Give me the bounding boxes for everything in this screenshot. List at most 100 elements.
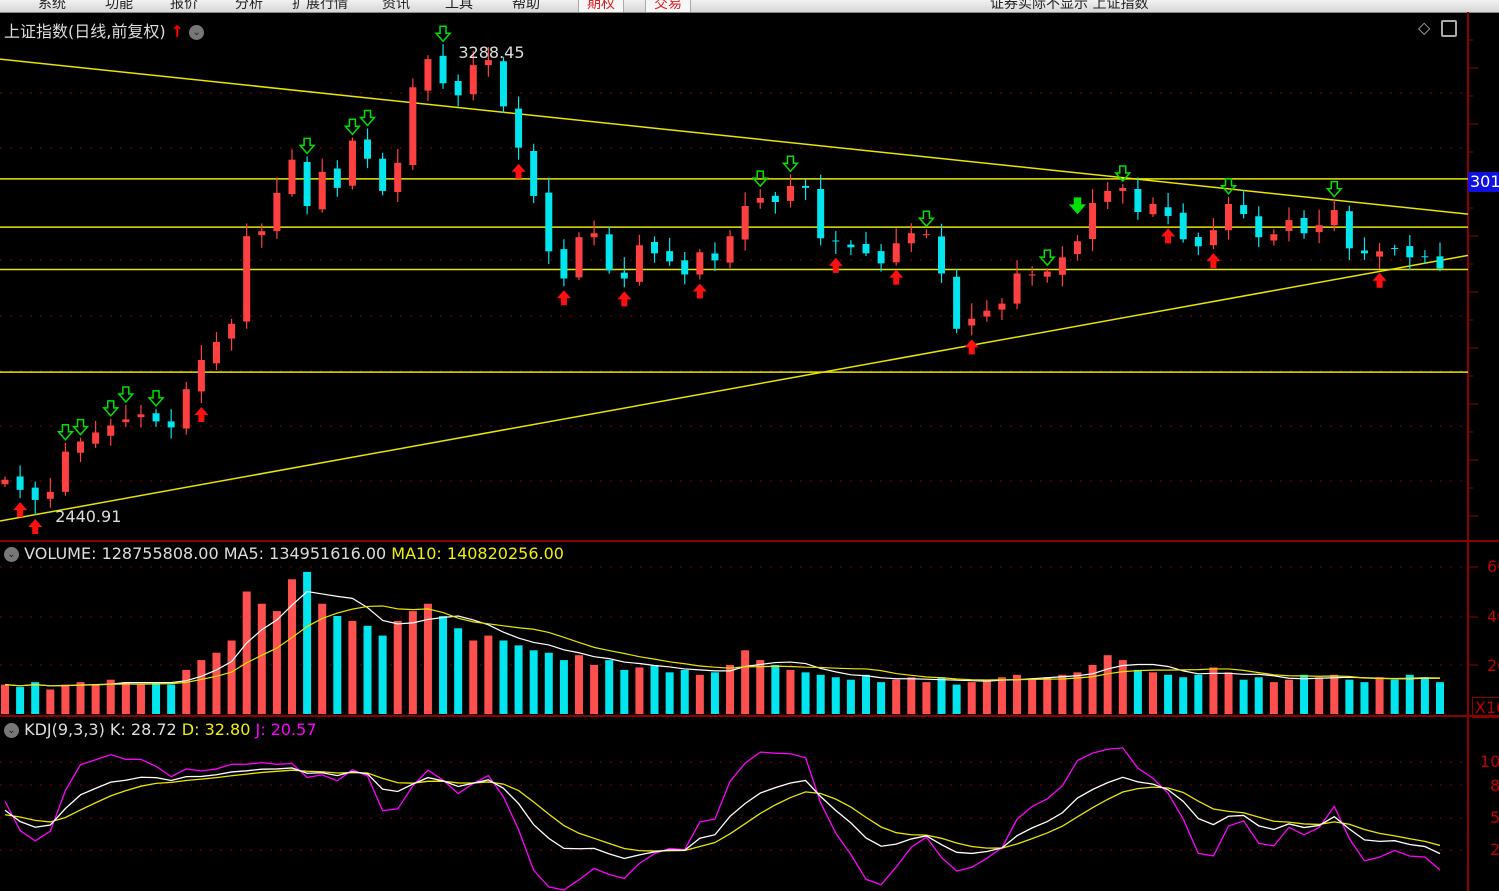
volume-bar (846, 679, 855, 714)
menu-item-options[interactable]: 期权 (578, 0, 624, 12)
candle-down (560, 249, 568, 279)
kdj-axis-tick: 80 (1490, 776, 1499, 795)
volume-ma-lines (4, 590, 1441, 687)
volume-bar (1164, 674, 1173, 714)
volume-bar (378, 635, 387, 714)
buy-arrow-icon (889, 269, 904, 285)
menu-item-extended[interactable]: 扩展行情 (292, 0, 348, 12)
high-price-label: 3288.45 (458, 43, 524, 62)
candle-down (817, 188, 825, 239)
diamond-icon[interactable]: ◇ (1418, 18, 1431, 37)
volume-bar (1073, 672, 1082, 714)
buy-arrow-icon (194, 407, 209, 423)
menu-item-system[interactable]: 系统 (38, 0, 66, 12)
menu-item-news[interactable]: 资讯 (382, 0, 410, 12)
candle-up (1119, 187, 1127, 191)
candle-up (756, 197, 764, 203)
volume-bar (136, 684, 145, 714)
candle-up (1089, 202, 1097, 240)
sell-arrow-icon (781, 155, 800, 173)
volume-ma10-line (4, 605, 1441, 687)
kdj-d-line (4, 769, 1441, 852)
volume-bars (1, 571, 1444, 714)
kdj-lines (4, 747, 1441, 891)
signals (13, 25, 1387, 534)
volume-bar (499, 640, 508, 714)
volume-bar (605, 660, 614, 714)
volume-header: ⌄ VOLUME: 128755808.00 MA5: 134951616.00… (4, 544, 564, 563)
candle-up (107, 425, 115, 436)
candle-up (228, 323, 236, 339)
volume-bar (1, 684, 9, 714)
buy-arrow-icon (964, 339, 979, 355)
candle-up (590, 233, 598, 238)
sell-arrow-icon (1038, 249, 1056, 267)
volume-bar (1330, 674, 1339, 714)
sell-arrow-icon (117, 386, 135, 404)
sell-arrow-icon (56, 424, 75, 441)
chevron-down-icon[interactable]: ⌄ (4, 723, 19, 738)
chevron-down-icon[interactable]: ⌄ (4, 547, 19, 562)
kdj-axis-tick: 100 (1480, 752, 1499, 771)
volume-multiplier: X10⁷ (1472, 697, 1499, 718)
candle-down (1134, 188, 1142, 213)
kdj-j: J: 20.57 (255, 720, 317, 739)
volume-bar (16, 687, 25, 714)
buy-arrow-icon (556, 290, 571, 306)
chevron-down-icon[interactable]: ⌄ (189, 25, 205, 40)
volume-bar (1013, 674, 1022, 714)
volume-bar (650, 665, 659, 714)
volume-bar (1300, 674, 1309, 714)
candle-up (1270, 234, 1278, 241)
volume-bar (1315, 677, 1324, 714)
layout-toggle-icon[interactable] (1441, 20, 1458, 37)
sell-arrow-icon (102, 400, 120, 417)
volume-bar (575, 655, 583, 714)
volume-bar (967, 682, 976, 714)
volume-bar (665, 672, 674, 714)
volume-bar (76, 682, 85, 714)
candle-down (666, 251, 674, 262)
volume-bar (756, 660, 765, 714)
volume-bar (937, 677, 946, 714)
volume-bar (680, 669, 689, 714)
volume-bar (1239, 679, 1248, 714)
menu-item-help[interactable]: 帮助 (512, 0, 540, 12)
candle-down (1421, 256, 1429, 258)
candle-up (1013, 273, 1021, 304)
menu-item-function[interactable]: 功能 (105, 0, 133, 12)
volume-bar (801, 672, 810, 714)
sell-arrow-icon (1325, 180, 1343, 198)
menu-item-quote[interactable]: 报价 (170, 0, 198, 12)
volume-bar (439, 616, 448, 714)
candle-up (1028, 274, 1036, 276)
candle-down (1255, 216, 1263, 238)
volume-bar (1390, 679, 1399, 714)
candle-up (1043, 271, 1051, 277)
volume-bar (1284, 679, 1293, 714)
menu-item-trade[interactable]: 交易 (645, 0, 691, 12)
volume-bar (1133, 669, 1142, 714)
volume-bar (1194, 674, 1203, 714)
candle-up (635, 245, 643, 282)
volume-bar (1420, 677, 1429, 714)
sell-arrow-icon (1114, 165, 1132, 183)
candle-down (651, 241, 659, 254)
buy-arrow-icon (692, 283, 707, 299)
kdj-axis-tick: 20 (1490, 840, 1499, 859)
menu-item-tools[interactable]: 工具 (445, 0, 473, 12)
volume-bar (710, 672, 719, 714)
candle-down (454, 81, 462, 96)
chart-title: 上证指数(日线,前复权) (4, 22, 166, 41)
candle-up (1315, 225, 1323, 233)
kdj-label: KDJ(9,3,3) (24, 720, 105, 739)
menu-item-analysis[interactable]: 分析 (235, 0, 263, 12)
candle-up (46, 491, 54, 499)
candle-up (726, 236, 734, 263)
candle-up (892, 243, 900, 263)
buy-arrow-icon (28, 519, 43, 534)
candle-down (515, 108, 523, 148)
candle-up (61, 451, 69, 492)
kdj-d: D: 32.80 (181, 720, 251, 739)
